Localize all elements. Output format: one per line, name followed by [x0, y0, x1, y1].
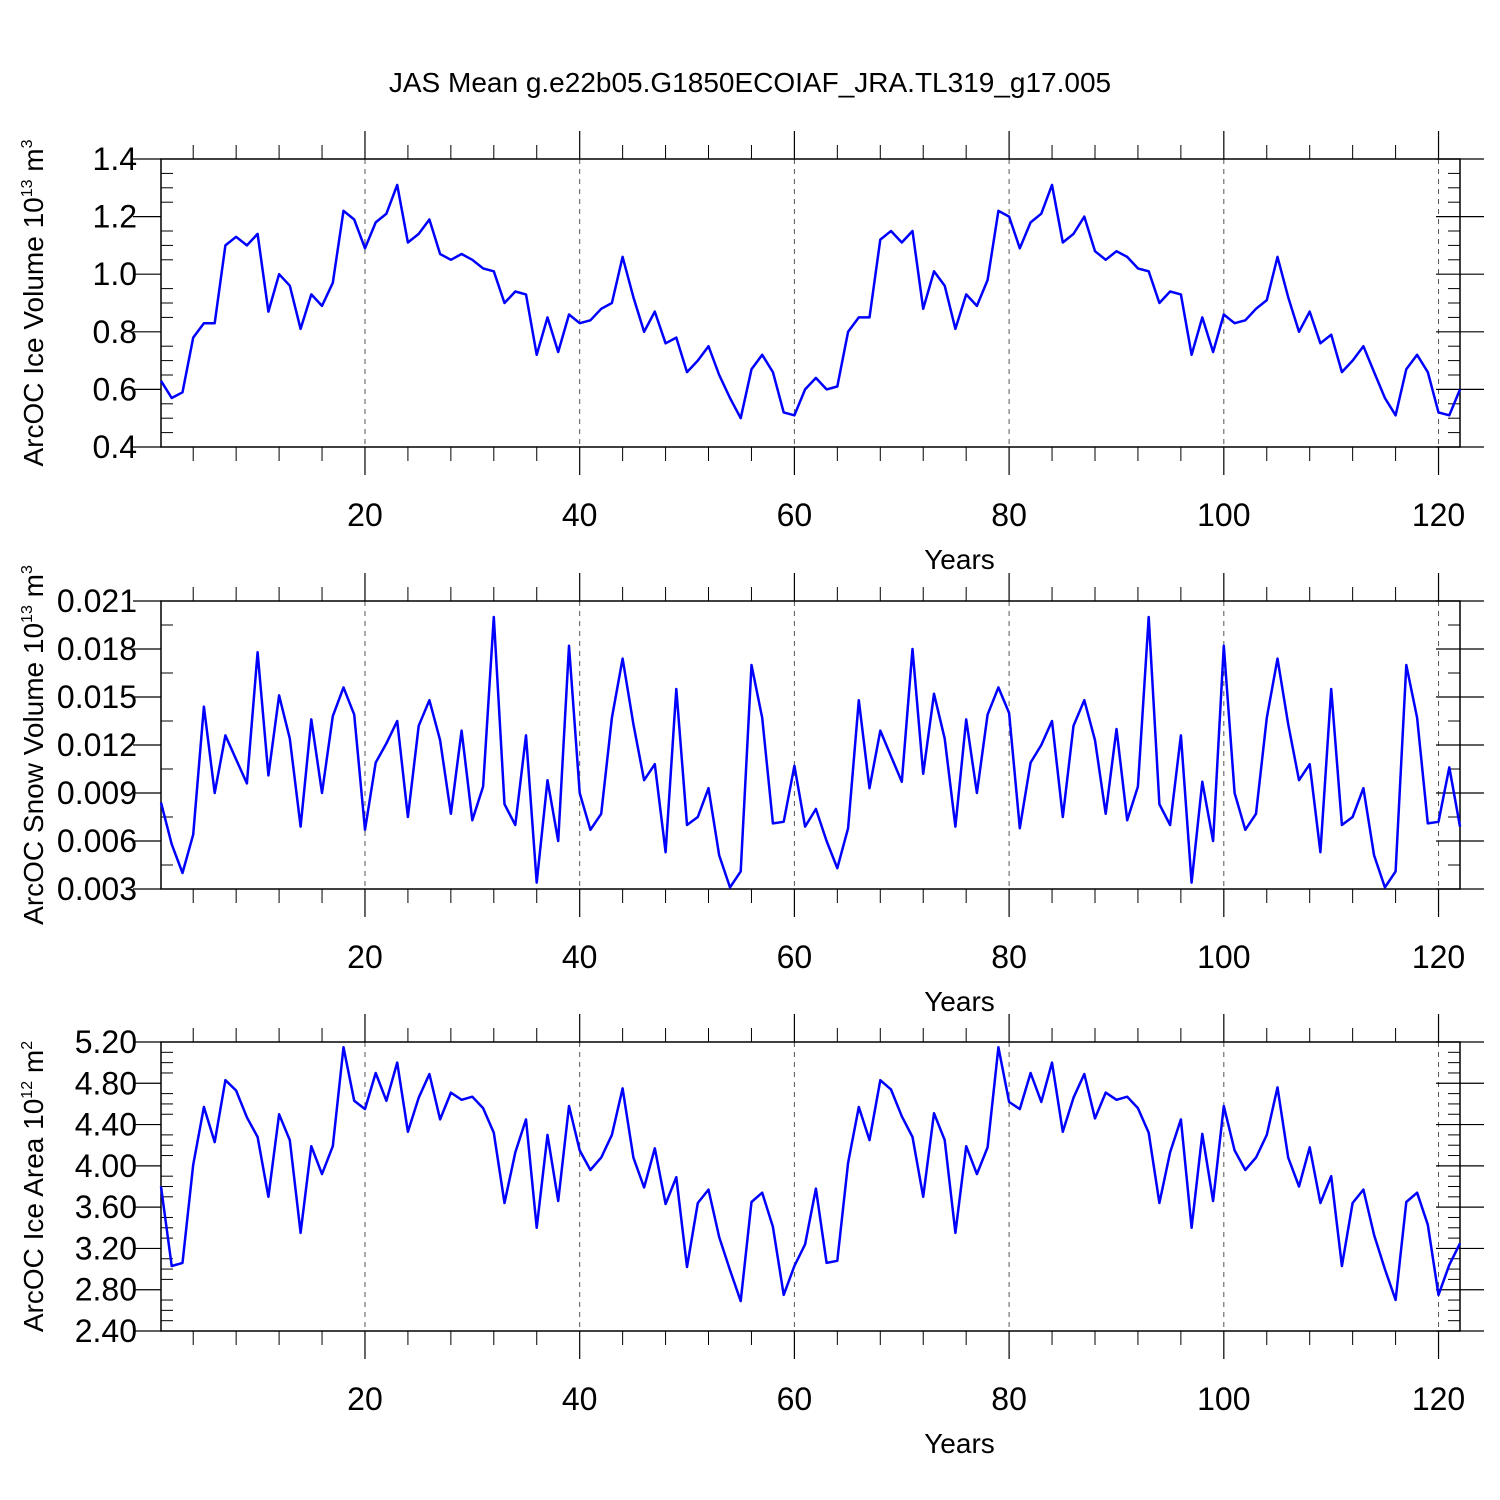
x-tick-label: 60 — [777, 497, 813, 533]
chart-panel-1: 20 40 60 80 100 120 0.4 0.6 0.8 1.0 1.2 1.4 Years Arc… — [18, 131, 1484, 575]
y-tick-label: 2.40 — [75, 1313, 137, 1349]
x-tick-label: 20 — [347, 497, 383, 533]
y-tick-label: 0.015 — [57, 679, 137, 715]
y-axis-label-exponent: 13 — [19, 179, 36, 197]
y-tick-label: 4.00 — [75, 1148, 137, 1184]
x-tick-label: 80 — [991, 497, 1027, 533]
y-tick-label: 1.0 — [93, 256, 137, 292]
x-tick-label: 120 — [1412, 1381, 1465, 1417]
x-tick-label: 40 — [562, 1381, 598, 1417]
series-line — [159, 1045, 1462, 1303]
figure-title: JAS Mean g.e22b05.G1850ECOIAF_JRA.TL319_… — [389, 67, 1111, 98]
y-axis-label-exponent: 13 — [19, 605, 36, 623]
x-axis-label: Years — [924, 986, 995, 1017]
y-axis-label-main: ArcOC Ice Area 10 — [18, 1099, 49, 1332]
x-tick-label: 80 — [991, 1381, 1027, 1417]
y-axis-label-main: ArcOC Snow Volume 10 — [18, 623, 49, 925]
y-axis-label-unit-exponent: 3 — [19, 139, 36, 148]
y-axis-label-unit-exponent: 3 — [19, 565, 36, 574]
y-tick-label: 2.80 — [75, 1272, 137, 1308]
y-tick-label: 0.009 — [57, 775, 137, 811]
y-tick-label: 3.60 — [75, 1189, 137, 1225]
y-axis-label-unit: m — [18, 148, 49, 179]
y-tick-label: 1.4 — [93, 141, 137, 177]
y-tick-label: 0.4 — [93, 429, 137, 465]
y-tick-label: 0.6 — [93, 371, 137, 407]
x-tick-label: 20 — [347, 939, 383, 975]
x-axis-label: Years — [924, 1428, 995, 1459]
x-tick-label: 100 — [1197, 1381, 1250, 1417]
x-tick-label: 100 — [1197, 497, 1250, 533]
chart-panel-3: 20 40 60 80 100 120 2.40 2.80 3.20 3.60 4.00 4.40 4.… — [18, 1014, 1484, 1459]
y-tick-label: 1.2 — [93, 199, 137, 235]
y-tick-label: 0.006 — [57, 823, 137, 859]
x-axis-label: Years — [924, 544, 995, 575]
y-tick-label: 5.20 — [75, 1024, 137, 1060]
chart-panel-2: 20 40 60 80 100 120 0.003 0.006 0.009 0.012 0.015 0… — [18, 565, 1484, 1017]
y-axis-label-exponent: 12 — [19, 1081, 36, 1099]
x-tick-label: 80 — [991, 939, 1027, 975]
y-axis-label: ArcOC Ice Volume 1013 m3 — [18, 139, 49, 466]
x-tick-label: 60 — [777, 1381, 813, 1417]
plot-frame — [160, 1041, 1461, 1332]
y-axis-label: ArcOC Snow Volume 1013 m3 — [18, 565, 49, 925]
x-tick-label: 40 — [562, 939, 598, 975]
x-tick-label: 60 — [777, 939, 813, 975]
y-tick-label: 0.021 — [57, 583, 137, 619]
panels: 20 40 60 80 100 120 0.4 0.6 0.8 1.0 1.2 1.4 Years Arc… — [18, 131, 1484, 1459]
y-tick-label: 0.012 — [57, 727, 137, 763]
x-tick-label: 40 — [562, 497, 598, 533]
y-axis-label-unit: m — [18, 1050, 49, 1081]
y-axis-label-main: ArcOC Ice Volume 10 — [18, 197, 49, 466]
y-tick-label: 4.80 — [75, 1065, 137, 1101]
y-axis-label: ArcOC Ice Area 1012 m2 — [18, 1041, 49, 1332]
x-tick-label: 120 — [1412, 497, 1465, 533]
x-tick-label: 100 — [1197, 939, 1250, 975]
series-line — [159, 615, 1462, 889]
x-tick-label: 20 — [347, 1381, 383, 1417]
y-tick-label: 0.018 — [57, 631, 137, 667]
y-axis-label-unit: m — [18, 574, 49, 605]
y-tick-label: 0.003 — [57, 871, 137, 907]
x-tick-label: 120 — [1412, 939, 1465, 975]
y-axis-label-unit-exponent: 2 — [19, 1041, 36, 1050]
y-tick-label: 4.40 — [75, 1107, 137, 1143]
series-line — [159, 183, 1462, 420]
y-tick-label: 0.8 — [93, 314, 137, 350]
y-tick-label: 3.20 — [75, 1230, 137, 1266]
